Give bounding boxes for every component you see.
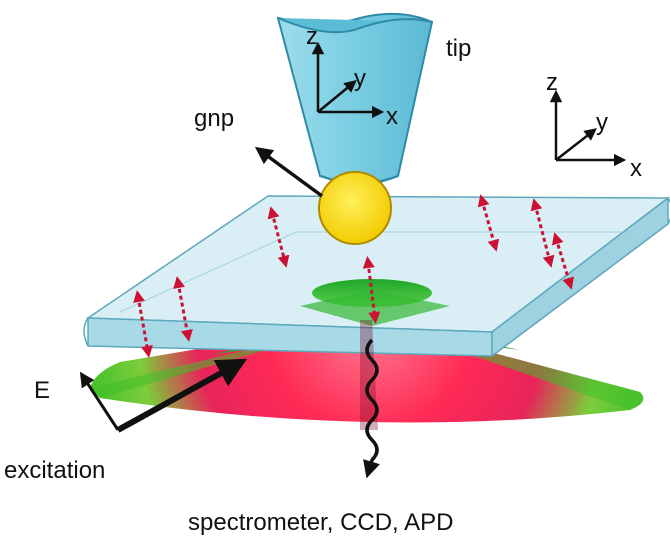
- detection-label: spectrometer, CCD, APD: [188, 509, 453, 536]
- tip-label: tip: [446, 35, 471, 62]
- gold-nanoparticle: [318, 171, 392, 245]
- probe-tip: [276, 12, 434, 185]
- dipole-arrow: [477, 194, 500, 252]
- field-label: E: [34, 377, 50, 404]
- sample-axis-y-label: y: [596, 109, 608, 136]
- dipole-arrow: [267, 206, 290, 268]
- excitation-label: excitation: [4, 457, 105, 484]
- gnp-label: gnp: [194, 105, 234, 132]
- dipole-arrow: [173, 276, 193, 342]
- dipole-arrow: [133, 290, 153, 358]
- sample-axis-x-label: x: [630, 155, 642, 182]
- tip-axis-z-label: z: [306, 23, 318, 50]
- dipole-arrow: [552, 232, 574, 290]
- emission-wavy-arrow: [363, 338, 380, 479]
- tip-axes: [311, 41, 385, 119]
- dipole-arrow: [362, 256, 381, 324]
- excitation-arrows: [79, 358, 248, 433]
- sample-axes: [549, 89, 627, 167]
- dipole-arrows: [133, 194, 574, 358]
- tip-axis-x-label: x: [386, 103, 398, 130]
- gnp-pointer-arrow: [254, 146, 324, 198]
- dipole-arrow: [530, 198, 555, 268]
- sample-axis-z-label: z: [546, 69, 558, 96]
- tip-axis-y-label: y: [354, 65, 366, 92]
